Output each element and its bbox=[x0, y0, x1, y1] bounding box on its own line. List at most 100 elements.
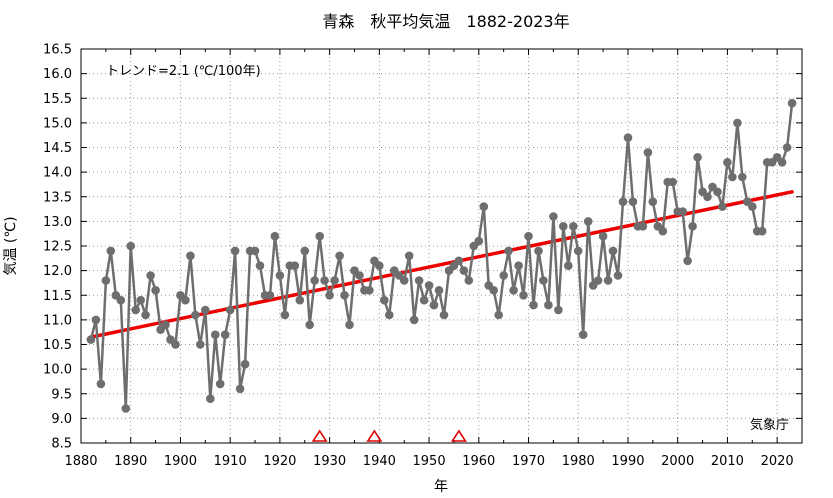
y-tick-label: 15.5 bbox=[43, 92, 72, 107]
data-point bbox=[648, 197, 658, 206]
data-point bbox=[305, 320, 315, 330]
chart-title: 青森 秋平均気温 1882-2023年 bbox=[322, 12, 569, 31]
data-point bbox=[215, 379, 225, 389]
x-tick-label: 1980 bbox=[562, 454, 595, 469]
x-tick-label: 1960 bbox=[462, 454, 495, 469]
data-point bbox=[385, 310, 394, 320]
data-point bbox=[479, 202, 489, 211]
series-line bbox=[89, 103, 794, 410]
data-point bbox=[728, 172, 737, 182]
y-tick-label: 9.0 bbox=[51, 412, 72, 427]
data-point bbox=[151, 286, 160, 295]
x-tick-label: 1930 bbox=[313, 454, 346, 469]
x-tick-label: 1920 bbox=[263, 454, 296, 469]
data-point bbox=[136, 295, 145, 305]
data-point bbox=[529, 300, 538, 310]
data-point bbox=[618, 197, 628, 206]
data-point bbox=[280, 310, 290, 320]
data-point bbox=[559, 222, 568, 231]
data-point bbox=[569, 222, 578, 231]
data-point bbox=[196, 340, 205, 349]
data-point bbox=[86, 335, 96, 344]
source-label: 気象庁 bbox=[750, 417, 789, 433]
data-point bbox=[146, 271, 155, 280]
data-point bbox=[718, 202, 727, 211]
data-point bbox=[424, 281, 434, 290]
data-point bbox=[524, 231, 533, 241]
station-change-markers bbox=[311, 429, 467, 442]
data-point bbox=[782, 143, 792, 152]
data-points bbox=[86, 98, 797, 413]
data-point bbox=[454, 256, 464, 266]
data-point bbox=[310, 276, 320, 285]
data-point bbox=[693, 153, 702, 162]
data-point bbox=[409, 315, 419, 325]
data-point bbox=[603, 276, 613, 285]
y-tick-label: 9.5 bbox=[51, 387, 72, 402]
y-tick-label: 16.5 bbox=[43, 43, 72, 58]
data-point bbox=[683, 256, 692, 266]
data-point bbox=[439, 310, 449, 320]
data-point bbox=[733, 118, 742, 128]
x-tick-label: 1970 bbox=[512, 454, 545, 469]
data-point bbox=[116, 295, 126, 305]
data-point bbox=[578, 330, 588, 340]
data-point bbox=[275, 271, 285, 280]
data-point bbox=[504, 246, 513, 256]
data-point bbox=[106, 246, 116, 256]
data-point bbox=[255, 261, 265, 271]
data-point bbox=[211, 330, 220, 340]
data-point bbox=[573, 246, 583, 256]
x-tick-label: 2000 bbox=[661, 454, 694, 469]
data-point bbox=[325, 291, 334, 300]
x-tick-label: 1950 bbox=[413, 454, 446, 469]
data-point bbox=[434, 286, 444, 295]
data-point bbox=[777, 158, 787, 167]
axis-ticks: 1880 1890 1900 1910 1920 1930 1940 1950 1960 1970… bbox=[43, 43, 802, 469]
data-point bbox=[365, 286, 374, 295]
data-point bbox=[613, 271, 623, 280]
x-tick-label: 1910 bbox=[214, 454, 247, 469]
y-tick-label: 11.5 bbox=[43, 289, 72, 304]
data-point bbox=[787, 98, 797, 108]
data-point bbox=[723, 158, 732, 167]
data-point bbox=[230, 246, 240, 256]
triangle-marker bbox=[450, 429, 467, 442]
data-point bbox=[121, 404, 131, 413]
data-point bbox=[315, 231, 325, 241]
x-tick-label: 1890 bbox=[114, 454, 147, 469]
y-tick-label: 13.0 bbox=[43, 215, 72, 230]
data-point bbox=[623, 133, 633, 142]
data-point bbox=[141, 310, 150, 320]
data-point bbox=[340, 291, 349, 300]
data-point bbox=[91, 315, 101, 325]
x-tick-label: 1880 bbox=[64, 454, 97, 469]
data-point bbox=[225, 305, 235, 315]
data-point bbox=[320, 276, 329, 285]
data-point bbox=[499, 271, 509, 280]
data-point bbox=[703, 192, 712, 202]
data-point bbox=[494, 310, 504, 320]
trend-label: トレンド=2.1 (℃/100年) bbox=[106, 64, 261, 79]
data-point bbox=[459, 266, 469, 275]
data-point bbox=[464, 276, 474, 285]
grid bbox=[81, 49, 802, 443]
data-point bbox=[564, 261, 573, 271]
data-point bbox=[519, 291, 528, 300]
y-tick-label: 10.0 bbox=[43, 363, 72, 378]
data-point bbox=[628, 197, 638, 206]
x-tick-label: 1900 bbox=[164, 454, 197, 469]
y-tick-label: 15.0 bbox=[43, 116, 72, 131]
data-point bbox=[668, 177, 677, 187]
data-point bbox=[643, 148, 653, 157]
data-point bbox=[738, 172, 747, 182]
x-tick-label: 2020 bbox=[761, 454, 794, 469]
data-point bbox=[638, 222, 648, 231]
y-tick-label: 12.5 bbox=[43, 240, 72, 255]
data-point bbox=[345, 320, 354, 330]
data-point bbox=[489, 286, 499, 295]
data-point bbox=[330, 276, 339, 285]
y-tick-label: 14.5 bbox=[43, 141, 72, 156]
data-point bbox=[295, 295, 305, 305]
